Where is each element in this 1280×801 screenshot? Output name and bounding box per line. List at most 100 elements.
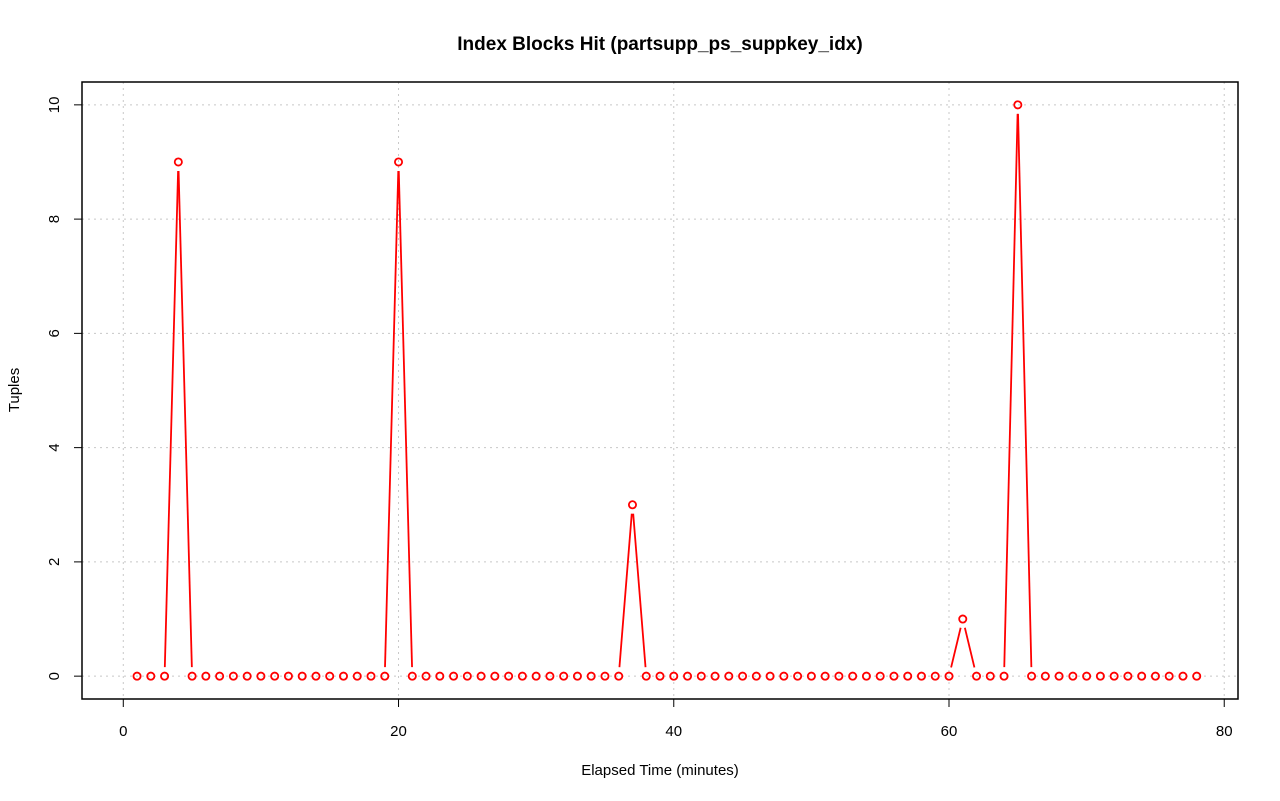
data-point (173, 157, 183, 167)
series-segment (1003, 113, 1019, 668)
data-point (669, 671, 679, 681)
y-tick-label: 2 (46, 558, 63, 566)
data-point (352, 671, 362, 681)
y-tick-label: 6 (46, 329, 63, 337)
data-point (228, 671, 238, 681)
data-point (1178, 671, 1188, 681)
data-point (1082, 671, 1092, 681)
series-points (132, 100, 1202, 681)
data-point (201, 671, 211, 681)
series-segment (163, 170, 179, 668)
data-point (1192, 671, 1202, 681)
data-point (1109, 671, 1119, 681)
data-point (325, 671, 335, 681)
series-segment (632, 513, 647, 668)
data-point (889, 671, 899, 681)
data-point (724, 671, 734, 681)
data-point (545, 671, 555, 681)
data-point (146, 671, 156, 681)
data-point (627, 500, 637, 510)
data-point (958, 614, 968, 624)
data-point (806, 671, 816, 681)
series-segment (384, 170, 400, 668)
data-point (132, 671, 142, 681)
data-point (1054, 671, 1064, 681)
data-point (215, 671, 225, 681)
data-point (848, 671, 858, 681)
data-point (1013, 100, 1023, 110)
data-point (916, 671, 926, 681)
data-point (256, 671, 266, 681)
data-point (1123, 671, 1133, 681)
series-segment (397, 170, 413, 668)
data-point (999, 671, 1009, 681)
y-tick-label: 8 (46, 215, 63, 223)
x-tick-label: 0 (119, 723, 127, 740)
x-axis: 0 20 40 60 80 (119, 699, 1233, 740)
data-point (311, 671, 321, 681)
data-point (930, 671, 940, 681)
data-point (600, 671, 610, 681)
data-point (875, 671, 885, 681)
data-point (160, 671, 170, 681)
y-tick-label: 4 (46, 443, 63, 451)
data-point (297, 671, 307, 681)
y-tick-label: 0 (46, 672, 63, 680)
series-segment (618, 513, 633, 668)
data-point (187, 671, 197, 681)
data-point (407, 671, 417, 681)
y-axis-label: Tuples (6, 368, 23, 412)
data-point (614, 671, 624, 681)
data-point (504, 671, 514, 681)
data-point (765, 671, 775, 681)
data-point (972, 671, 982, 681)
data-point (944, 671, 954, 681)
series-segment (177, 170, 193, 668)
data-point (1150, 671, 1160, 681)
data-point (1068, 671, 1078, 681)
data-point (490, 671, 500, 681)
data-point (738, 671, 748, 681)
y-axis: 0 2 4 6 8 10 (46, 97, 82, 680)
data-point (834, 671, 844, 681)
data-point (1040, 671, 1050, 681)
data-point (462, 671, 472, 681)
data-point (421, 671, 431, 681)
y-tick-label: 10 (46, 97, 63, 114)
data-point (242, 671, 252, 681)
data-point (476, 671, 486, 681)
data-point (394, 157, 404, 167)
data-point (779, 671, 789, 681)
data-point (517, 671, 527, 681)
chart-title: Index Blocks Hit (partsupp_ps_suppkey_id… (457, 34, 862, 55)
data-point (283, 671, 293, 681)
series-segment (950, 627, 962, 668)
series-segment (1017, 113, 1033, 668)
data-point (559, 671, 569, 681)
data-point (366, 671, 376, 681)
data-point (531, 671, 541, 681)
data-point (820, 671, 830, 681)
data-point (435, 671, 445, 681)
data-point (1095, 671, 1105, 681)
x-tick-label: 20 (390, 723, 407, 740)
data-point (751, 671, 761, 681)
data-point (1164, 671, 1174, 681)
data-point (586, 671, 596, 681)
x-tick-label: 40 (665, 723, 682, 740)
data-point (1137, 671, 1147, 681)
data-point (903, 671, 913, 681)
x-axis-label: Elapsed Time (minutes) (581, 762, 739, 779)
data-point (655, 671, 665, 681)
data-point (710, 671, 720, 681)
data-point (338, 671, 348, 681)
series-segment (963, 627, 976, 668)
data-point (449, 671, 459, 681)
grid (82, 82, 1238, 699)
x-tick-label: 60 (941, 723, 958, 740)
data-point (683, 671, 693, 681)
data-point (572, 671, 582, 681)
data-point (861, 671, 871, 681)
data-point (985, 671, 995, 681)
